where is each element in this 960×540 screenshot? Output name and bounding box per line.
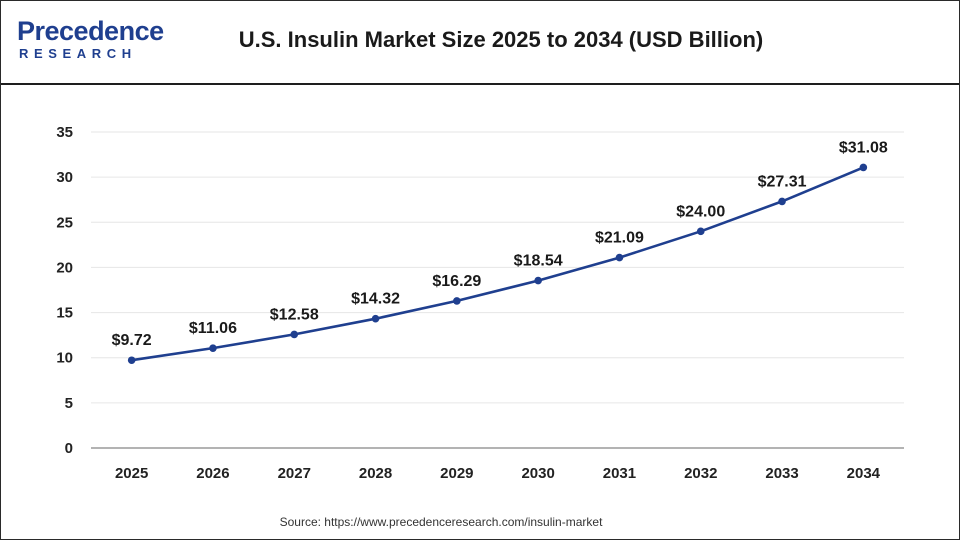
data-point-2032	[696, 227, 705, 236]
logo-subtitle: RESEARCH	[19, 46, 137, 61]
series-line	[130, 166, 865, 362]
x-tick-label-2032: 2032	[684, 465, 717, 482]
data-label-2030: $18.54	[514, 253, 563, 270]
x-tick-label-2031: 2031	[603, 465, 636, 482]
x-tick-label-2033: 2033	[765, 465, 798, 482]
data-labels: $9.72 $11.06 $12.58 $14.32 $16.29 $18.54 $21.0…	[112, 139, 888, 349]
chart-title: U.S. Insulin Market Size 2025 to 2034 (U…	[238, 27, 764, 52]
x-tick-label-2028: 2028	[359, 465, 392, 482]
data-label-2032: $24.00	[676, 203, 725, 220]
data-label-2028: $14.32	[351, 291, 400, 308]
x-tick-label-2030: 2030	[521, 465, 554, 482]
data-series	[127, 163, 868, 365]
source-note: Source: https://www.precedenceresearch.c…	[279, 515, 603, 529]
data-point-2028	[371, 314, 380, 323]
data-label-2034: $31.08	[839, 139, 888, 156]
x-tick-label-2027: 2027	[278, 465, 311, 482]
y-tick-label-30: 30	[56, 169, 73, 186]
data-label-2033: $27.31	[758, 173, 807, 190]
data-point-2025	[127, 356, 136, 365]
precedence-research-logo: Precedence RESEARCH	[17, 15, 167, 65]
data-point-2033	[778, 197, 786, 206]
data-point-2031	[615, 253, 624, 262]
data-point-2029	[453, 297, 461, 305]
x-tick-label-2025: 2025	[115, 465, 148, 482]
x-tick-label-2026: 2026	[196, 465, 229, 482]
gridlines	[91, 131, 904, 404]
y-tick-label-20: 20	[56, 259, 73, 276]
y-tick-label-25: 25	[56, 214, 73, 231]
x-tick-label-2034: 2034	[847, 465, 881, 482]
data-label-2031: $21.09	[595, 230, 644, 247]
data-label-2029: $16.29	[432, 273, 481, 290]
data-label-2027: $12.58	[270, 306, 319, 323]
logo-wordmark: Precedence	[17, 16, 164, 46]
x-tick-label-2029: 2029	[440, 465, 473, 482]
data-label-2026: $11.06	[189, 320, 237, 337]
data-label-2025: $9.72	[112, 332, 152, 349]
data-point-2027	[290, 330, 299, 339]
header-divider	[1, 83, 959, 85]
y-tick-label-0: 0	[65, 440, 73, 457]
y-tick-label-10: 10	[56, 350, 73, 367]
data-point-2026	[209, 344, 217, 352]
data-point-2030	[534, 276, 542, 285]
y-tick-label-5: 5	[65, 395, 73, 412]
y-tick-label-15: 15	[56, 305, 73, 322]
header: Precedence RESEARCH U.S. Insulin Market …	[1, 1, 959, 83]
y-tick-label-35: 35	[56, 124, 73, 141]
data-point-2034	[859, 163, 868, 172]
